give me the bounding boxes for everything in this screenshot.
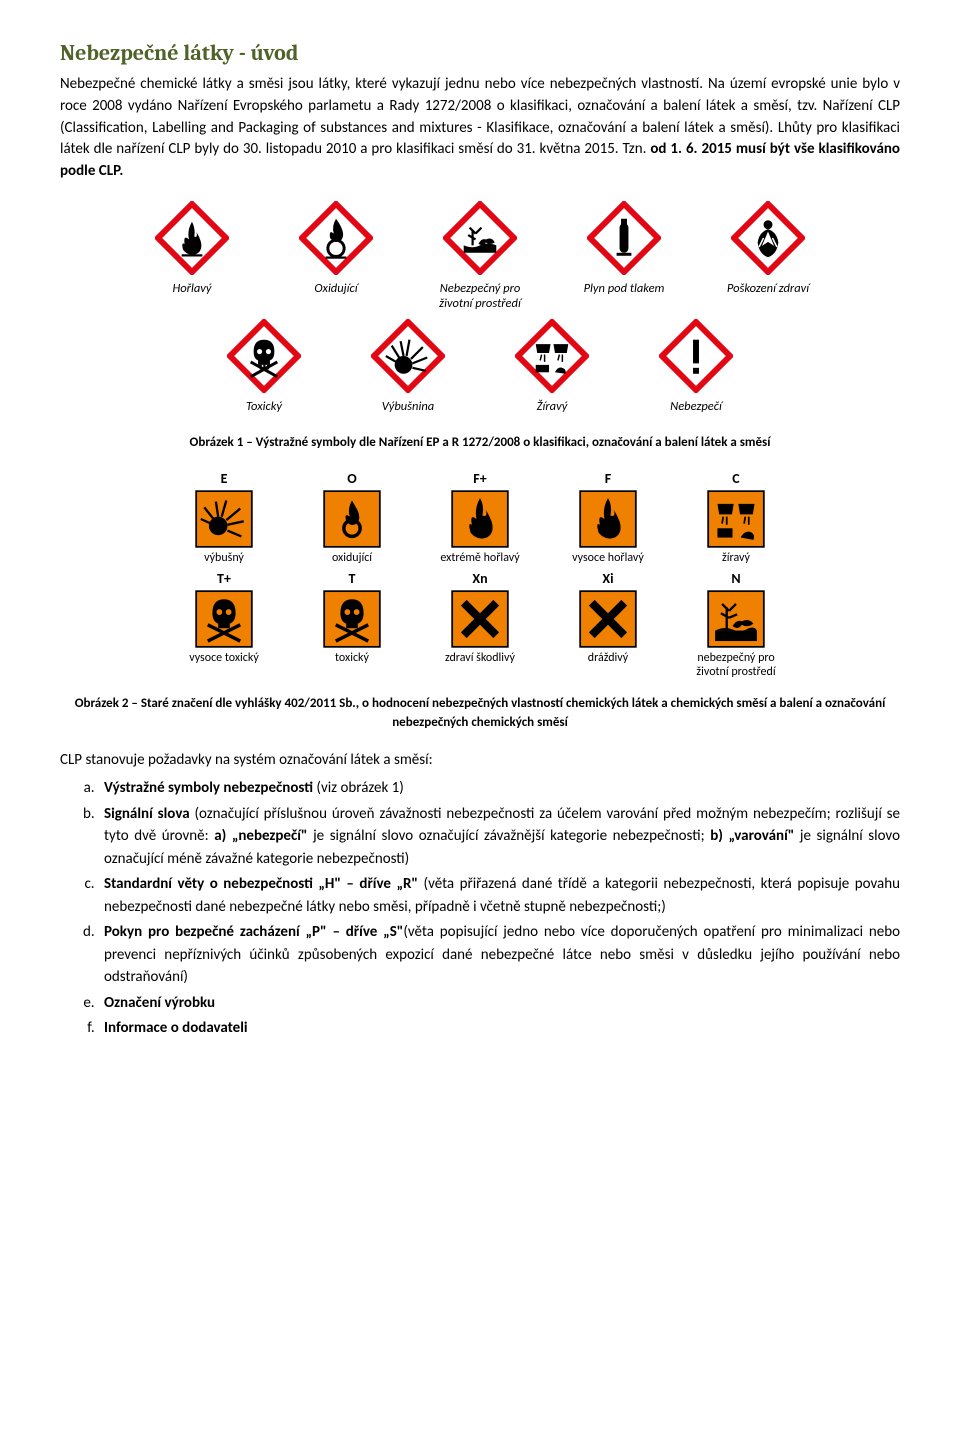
old-pictogram-cell: C žíravý — [686, 470, 786, 566]
clp-pictogram-cell: Nebezpečný proživotní prostředí — [425, 201, 535, 311]
list-item-d-lead: Pokyn pro bezpečné zacházení „P" – dříve… — [104, 923, 403, 941]
clp-requirements-intro: CLP stanovuje požadavky na systém označo… — [60, 750, 900, 772]
list-item-b-bold2: b) „varování" — [710, 827, 794, 845]
exclamation-icon — [659, 319, 733, 393]
clp-pictogram-label: Nebezpečí — [670, 399, 722, 414]
list-item-f-lead: Informace o dodavateli — [104, 1019, 248, 1037]
list-item-d: Pokyn pro bezpečné zacházení „P" – dříve… — [98, 921, 900, 989]
clp-pictogram-cell: Oxidující — [281, 201, 391, 311]
old-pictogram-code: O — [347, 470, 356, 487]
flame-icon — [155, 201, 229, 275]
page-title: Nebezpečné látky - úvod — [60, 40, 900, 66]
clp-pictogram-label: Oxidující — [314, 281, 357, 296]
old-pictogram-label: vysoce hořlavý — [572, 552, 644, 566]
old-pictogram-label: oxidující — [332, 552, 372, 566]
old-flammable-icon — [579, 490, 637, 548]
old-pictogram-code: T+ — [217, 570, 231, 587]
old-pictogram-code: C — [732, 470, 739, 487]
old-irritant-icon — [579, 590, 637, 648]
old-pictogram-cell: Xi dráždivý — [558, 570, 658, 680]
intro-paragraph: Nebezpečné chemické látky a směsi jsou l… — [60, 74, 900, 183]
old-pictogram-label: dráždivý — [588, 652, 628, 666]
list-item-a-lead: Výstražné symboly nebezpečnosti — [104, 779, 313, 797]
old-pictogram-label: extrémě hořlavý — [440, 552, 519, 566]
old-pictogram-label: žíravý — [722, 552, 750, 566]
old-toxic-icon — [323, 590, 381, 648]
skull-icon — [227, 319, 301, 393]
old-environment-icon — [707, 590, 765, 648]
clp-pictograms: Hořlavý Oxidující Nebezpečný proživotní … — [60, 201, 900, 422]
old-pictogram-code: Xn — [472, 570, 487, 587]
clp-pictogram-label: Poškození zdraví — [727, 281, 809, 296]
old-pictogram-code: F — [605, 470, 611, 487]
old-pictogram-cell: N nebezpečný proživotní prostředí — [686, 570, 786, 680]
exploding-bomb-icon — [371, 319, 445, 393]
old-pictogram-code: N — [731, 570, 740, 587]
old-pictogram-cell: Xn zdraví škodlivý — [430, 570, 530, 680]
clp-pictogram-cell: Hořlavý — [137, 201, 247, 311]
old-corrosive-icon — [707, 490, 765, 548]
requirements-list: Výstražné symboly nebezpečnosti (viz obr… — [60, 777, 900, 1040]
clp-pictogram-cell: Poškození zdraví — [713, 201, 823, 311]
old-pictogram-label: toxický — [335, 652, 369, 666]
clp-pictogram-label: Žíravý — [537, 399, 568, 414]
old-pictogram-label: výbušný — [204, 552, 244, 566]
list-item-f: Informace o dodavateli — [98, 1017, 900, 1040]
list-item-c-lead: Standardní věty o nebezpečnosti „H" – dř… — [104, 875, 418, 893]
clp-pictogram-cell: Plyn pod tlakem — [569, 201, 679, 311]
old-pictogram-code: T — [349, 570, 356, 587]
list-item-a: Výstražné symboly nebezpečnosti (viz obr… — [98, 777, 900, 800]
figure-1-caption: Obrázek 1 – Výstražné symboly dle Naříze… — [60, 434, 900, 452]
list-item-b-lead: Signální slova — [104, 805, 190, 823]
old-harmful-icon — [451, 590, 509, 648]
list-item-e: Označení výrobku — [98, 992, 900, 1015]
caption-2-text: Obrázek 2 – Staré značení dle vyhlášky 4… — [75, 696, 886, 729]
figure-2-caption: Obrázek 2 – Staré značení dle vyhlášky 4… — [60, 695, 900, 731]
clp-pictogram-cell: Toxický — [209, 319, 319, 414]
health-hazard-icon — [731, 201, 805, 275]
corrosion-icon — [515, 319, 589, 393]
clp-pictogram-label: Toxický — [246, 399, 282, 414]
flame-over-circle-icon — [299, 201, 373, 275]
old-pictograms-row-2: T+ vysoce toxický T toxický Xn zdraví škod… — [174, 570, 786, 680]
clp-pictogram-label: Hořlavý — [172, 281, 211, 296]
clp-pictograms-row-2: Toxický Výbušnina Žíravý Nebezpečí — [209, 319, 751, 414]
old-pictogram-label: zdraví škodlivý — [445, 652, 515, 666]
clp-pictogram-label: Plyn pod tlakem — [584, 281, 665, 296]
old-pictogram-cell: T+ vysoce toxický — [174, 570, 274, 680]
list-item-a-rest: (viz obrázek 1) — [313, 779, 404, 797]
old-pictogram-cell: F vysoce hořlavý — [558, 470, 658, 566]
old-pictogram-cell: F+ extrémě hořlavý — [430, 470, 530, 566]
old-pictogram-code: E — [221, 470, 228, 487]
clp-pictogram-cell: Nebezpečí — [641, 319, 751, 414]
old-pictogram-cell: T toxický — [302, 570, 402, 680]
old-pictogram-label: vysoce toxický — [189, 652, 259, 666]
old-toxic-plus-icon — [195, 590, 253, 648]
old-pictogram-code: Xi — [602, 570, 613, 587]
environment-icon — [443, 201, 517, 275]
old-pictogram-code: F+ — [473, 470, 486, 487]
gas-cylinder-icon — [587, 201, 661, 275]
old-pictograms: E výbušný O oxidující F+ extrémě hořlavý F … — [60, 470, 900, 683]
old-explosive-icon — [195, 490, 253, 548]
list-item-e-lead: Označení výrobku — [104, 994, 215, 1012]
list-item-b-bold1: a) „nebezpečí" — [214, 827, 307, 845]
old-pictogram-cell: O oxidující — [302, 470, 402, 566]
old-pictograms-row-1: E výbušný O oxidující F+ extrémě hořlavý F … — [174, 470, 786, 566]
list-item-c: Standardní věty o nebezpečnosti „H" – dř… — [98, 873, 900, 918]
list-item-b: Signální slova (označující příslušnou úr… — [98, 803, 900, 871]
clp-pictogram-cell: Žíravý — [497, 319, 607, 414]
clp-pictograms-row-1: Hořlavý Oxidující Nebezpečný proživotní … — [137, 201, 823, 311]
caption-1-prefix: Obrázek 1 – Výstražné symboly dle Naříze… — [190, 435, 524, 450]
intro-bold: od 1. 6. 2015 musí být vše klasifikováno… — [60, 140, 900, 180]
old-oxidizing-icon — [323, 490, 381, 548]
old-pictogram-cell: E výbušný — [174, 470, 274, 566]
caption-1-bold: o klasifikaci, označování a balení látek… — [523, 435, 770, 450]
old-flammable-plus-icon — [451, 490, 509, 548]
list-item-b-mid1: je signální slovo označující závažnější … — [308, 827, 711, 845]
clp-pictogram-label: Nebezpečný proživotní prostředí — [439, 281, 521, 311]
clp-pictogram-cell: Výbušnina — [353, 319, 463, 414]
old-pictogram-label: nebezpečný proživotní prostředí — [696, 652, 775, 680]
clp-pictogram-label: Výbušnina — [382, 399, 434, 414]
